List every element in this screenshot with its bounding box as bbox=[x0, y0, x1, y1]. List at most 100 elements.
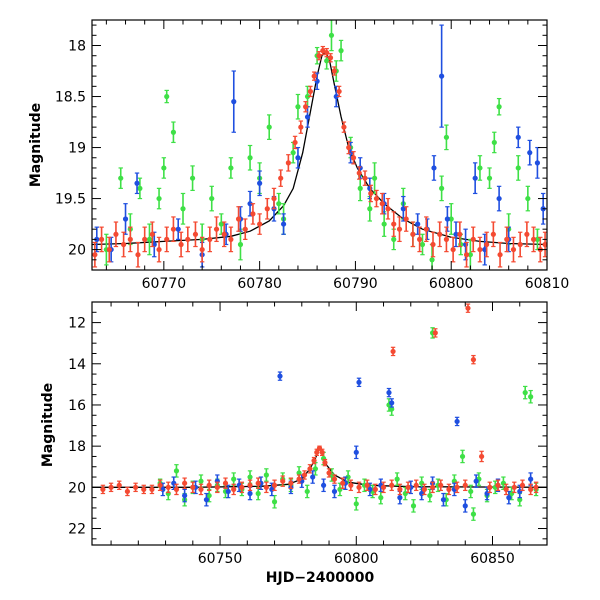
bottom-data-point bbox=[116, 480, 122, 490]
top-data-point bbox=[135, 241, 141, 268]
top-data-point bbox=[443, 226, 450, 253]
top-plot-frame bbox=[91, 19, 548, 271]
bottom-data-point bbox=[429, 327, 436, 339]
top-data-point bbox=[484, 231, 490, 258]
top-marker bbox=[515, 134, 521, 140]
top-marker bbox=[221, 231, 227, 237]
top-marker bbox=[525, 195, 531, 202]
bottom-data-point bbox=[280, 475, 286, 487]
bottom-data-point bbox=[314, 448, 320, 457]
bottom-marker bbox=[511, 484, 517, 490]
top-marker bbox=[189, 175, 196, 181]
bottom-y-tick-label: 18 bbox=[68, 439, 86, 455]
top-data-point bbox=[199, 236, 205, 263]
top-data-point bbox=[164, 89, 170, 104]
bottom-data-point bbox=[528, 483, 534, 496]
bottom-data-point bbox=[389, 398, 395, 408]
top-data-point bbox=[453, 221, 459, 248]
bottom-marker bbox=[386, 390, 392, 396]
bottom-marker bbox=[340, 480, 346, 486]
bottom-marker bbox=[380, 484, 387, 490]
bottom-data-point bbox=[231, 483, 237, 496]
bottom-marker bbox=[394, 476, 400, 482]
bottom-data-point bbox=[427, 488, 433, 503]
top-data-point bbox=[486, 167, 493, 189]
top-marker bbox=[316, 53, 322, 59]
top-data-point bbox=[295, 93, 301, 120]
top-marker bbox=[164, 93, 170, 100]
top-marker bbox=[419, 241, 426, 248]
top-y-axis-label: Magnitude bbox=[28, 103, 44, 187]
top-marker bbox=[477, 165, 483, 171]
top-data-point bbox=[391, 211, 397, 237]
bottom-marker bbox=[356, 484, 362, 490]
top-marker bbox=[266, 124, 272, 130]
top-data-point bbox=[156, 187, 162, 210]
top-data-point bbox=[430, 231, 436, 258]
top-marker bbox=[207, 236, 213, 242]
top-data-point bbox=[491, 131, 497, 154]
bottom-marker bbox=[182, 492, 188, 499]
top-data-point bbox=[477, 236, 483, 263]
bottom-data-point bbox=[410, 499, 417, 513]
bottom-marker bbox=[271, 499, 278, 505]
top-data-point bbox=[443, 124, 450, 151]
top-marker bbox=[542, 241, 547, 248]
bottom-data-point bbox=[316, 445, 323, 451]
bottom-data-point bbox=[528, 389, 534, 404]
top-marker bbox=[443, 134, 450, 140]
top-marker bbox=[257, 221, 263, 227]
bottom-marker bbox=[517, 488, 523, 495]
top-data-point bbox=[385, 197, 391, 220]
bottom-data-point bbox=[288, 477, 294, 489]
top-data-point bbox=[213, 216, 220, 243]
bottom-x-axis-label: HJD−2400000 bbox=[266, 570, 375, 586]
top-marker bbox=[324, 50, 330, 56]
top-x-tick-label: 60810 bbox=[525, 276, 570, 292]
top-data-point bbox=[278, 169, 284, 187]
bottom-marker bbox=[149, 486, 155, 492]
top-data-point bbox=[431, 155, 437, 181]
top-marker bbox=[180, 206, 186, 212]
bottom-data-point bbox=[462, 499, 468, 513]
top-marker bbox=[170, 226, 177, 232]
top-marker bbox=[333, 93, 339, 100]
top-data-point bbox=[92, 241, 98, 268]
top-marker bbox=[161, 165, 167, 171]
bottom-marker bbox=[124, 488, 131, 495]
top-data-point bbox=[146, 223, 153, 256]
top-data-point bbox=[463, 241, 470, 268]
bottom-marker bbox=[277, 373, 283, 379]
top-marker bbox=[121, 241, 127, 248]
bottom-marker bbox=[468, 488, 474, 495]
bottom-data-point bbox=[331, 474, 338, 484]
bottom-marker bbox=[454, 484, 460, 490]
bottom-marker bbox=[222, 480, 229, 486]
top-marker bbox=[146, 236, 153, 242]
bottom-data-point bbox=[495, 479, 501, 492]
bottom-data-point bbox=[182, 488, 188, 503]
bottom-data-point bbox=[503, 483, 509, 496]
top-marker bbox=[247, 155, 253, 161]
bottom-marker bbox=[214, 484, 220, 490]
top-data-point bbox=[164, 226, 170, 253]
top-data-point bbox=[285, 154, 291, 172]
top-marker bbox=[135, 252, 141, 258]
top-data-point bbox=[341, 121, 347, 133]
top-data-point bbox=[515, 155, 521, 181]
top-data-point bbox=[381, 211, 387, 237]
top-data-point bbox=[423, 216, 429, 243]
bottom-data-point bbox=[389, 479, 395, 492]
bottom-marker bbox=[320, 482, 327, 488]
bottom-data-point bbox=[367, 482, 373, 497]
top-marker bbox=[235, 216, 242, 222]
bottom-y-tick-label: 12 bbox=[68, 316, 86, 332]
bottom-marker bbox=[206, 492, 212, 499]
bottom-data-point bbox=[479, 450, 485, 463]
top-data-point bbox=[311, 71, 317, 81]
top-marker bbox=[137, 185, 143, 191]
top-marker bbox=[350, 155, 357, 161]
bottom-marker bbox=[173, 486, 180, 492]
top-marker bbox=[303, 104, 309, 110]
